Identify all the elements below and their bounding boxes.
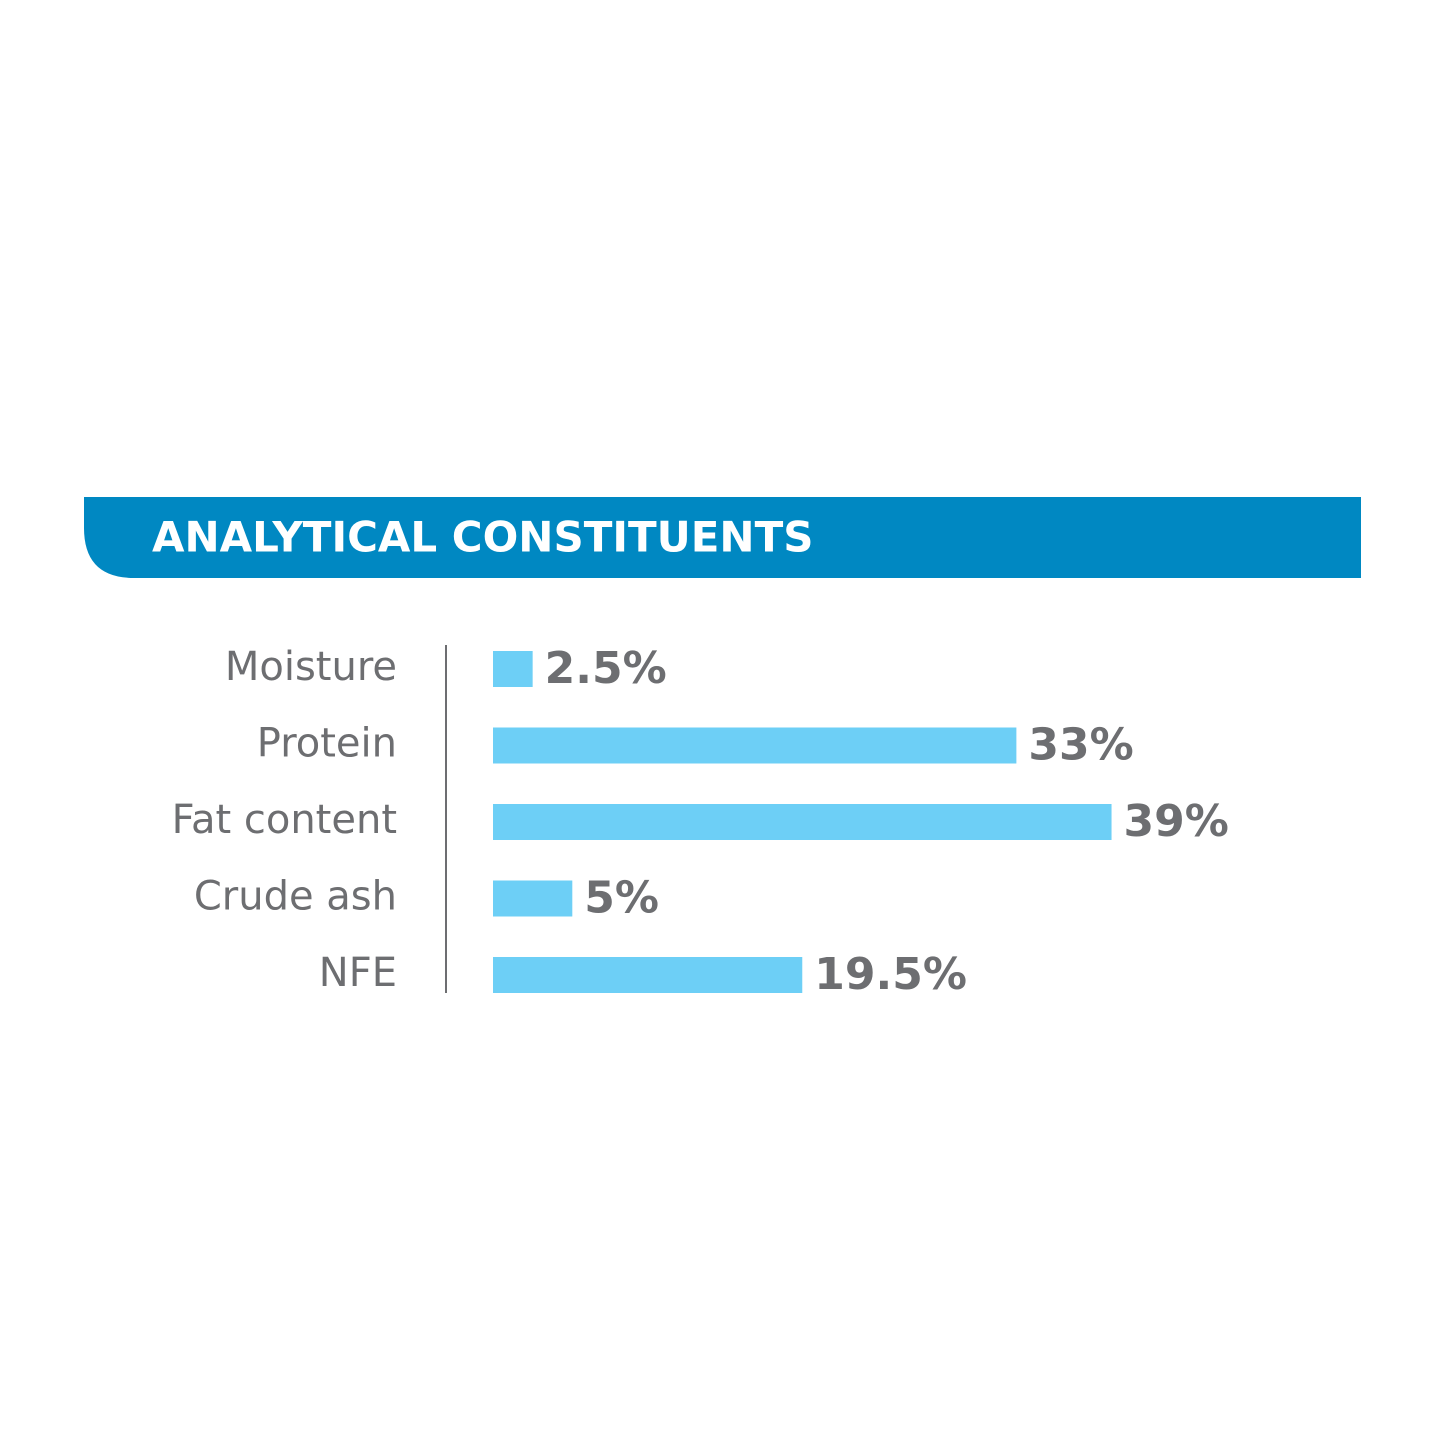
bar [493, 651, 533, 687]
chart-title: ANALYTICAL CONSTITUENTS [152, 513, 813, 562]
category-label: Crude ash [194, 874, 397, 920]
category-label: Protein [257, 721, 397, 767]
value-label: 2.5% [545, 643, 667, 694]
category-label: Moisture [225, 644, 397, 690]
category-label: NFE [319, 950, 397, 996]
bar [493, 957, 803, 993]
value-label: 33% [1028, 720, 1133, 771]
title-banner [84, 497, 1361, 578]
bar [493, 880, 573, 917]
bar [493, 727, 1017, 764]
bar [493, 804, 1112, 840]
value-label: 39% [1124, 796, 1229, 847]
value-label: 5% [584, 873, 659, 924]
category-label: Fat content [172, 797, 397, 843]
value-label: 19.5% [814, 949, 967, 1000]
